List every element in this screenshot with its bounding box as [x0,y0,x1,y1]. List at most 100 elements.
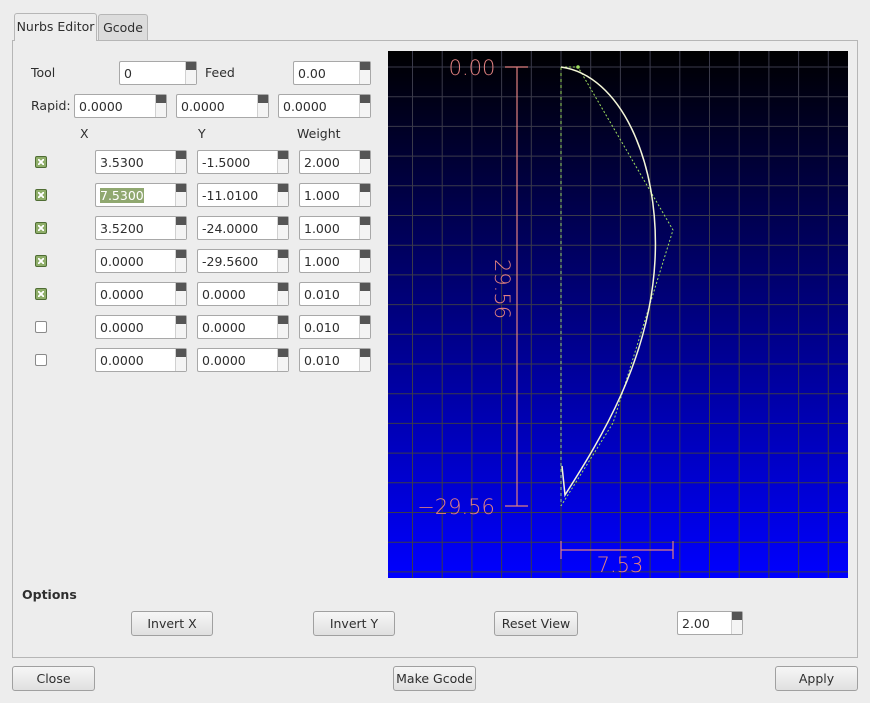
spin-box[interactable]: 2.00 [677,611,743,635]
spin-down[interactable] [176,287,186,291]
spin-box[interactable]: 7.5300 [95,183,187,207]
tab[interactable]: Nurbs Editor [14,13,97,41]
spin-up[interactable] [176,217,186,221]
spin-arrows[interactable] [257,95,268,117]
spin-down[interactable] [176,188,186,192]
spin-down[interactable] [176,221,186,225]
spin-box[interactable]: 0.0000 [278,94,371,118]
spin-down[interactable] [278,155,288,159]
spin-box[interactable]: 0.0000 [74,94,167,118]
spin-arrows[interactable] [185,62,196,84]
spin-box[interactable]: -1.5000 [197,150,289,174]
spin-arrows[interactable] [277,250,288,272]
spin-up[interactable] [360,217,370,221]
spin-up[interactable] [278,217,288,221]
spin-up[interactable] [176,250,186,254]
spin-down[interactable] [258,99,268,103]
spin-down[interactable] [186,66,196,70]
spin-up[interactable] [278,316,288,320]
footer-button[interactable]: Make Gcode [393,666,476,691]
spin-box[interactable]: -24.0000 [197,216,289,240]
spin-arrows[interactable] [359,217,370,239]
row-checkbox[interactable] [35,255,47,267]
spin-up[interactable] [186,62,196,66]
spin-down[interactable] [360,99,370,103]
row-checkbox[interactable] [35,288,47,300]
spin-up[interactable] [278,151,288,155]
spin-down[interactable] [360,66,370,70]
spin-box[interactable]: 0.0000 [95,249,187,273]
spin-box[interactable]: -11.0100 [197,183,289,207]
spin-arrows[interactable] [359,316,370,338]
spin-down[interactable] [278,320,288,324]
spin-arrows[interactable] [175,316,186,338]
spin-arrows[interactable] [359,349,370,371]
spin-down[interactable] [360,188,370,192]
spin-up[interactable] [360,316,370,320]
spin-down[interactable] [278,221,288,225]
spin-up[interactable] [732,612,742,616]
row-checkbox[interactable] [35,189,47,201]
spin-down[interactable] [176,353,186,357]
spin-arrows[interactable] [175,283,186,305]
spin-arrows[interactable] [277,151,288,173]
row-checkbox[interactable] [35,222,47,234]
spin-box[interactable]: 0 [119,61,197,85]
spin-up[interactable] [360,184,370,188]
spin-up[interactable] [176,283,186,287]
spin-arrows[interactable] [359,184,370,206]
spin-arrows[interactable] [359,62,370,84]
row-checkbox[interactable] [35,156,47,168]
spin-box[interactable]: 3.5300 [95,150,187,174]
spin-down[interactable] [360,155,370,159]
spin-up[interactable] [360,62,370,66]
spin-box[interactable]: 3.5200 [95,216,187,240]
spin-box[interactable]: 0.0000 [197,348,289,372]
spin-box[interactable]: 1.000 [299,216,371,240]
spin-down[interactable] [360,320,370,324]
spin-box[interactable]: 0.00 [293,61,371,85]
spin-up[interactable] [156,95,166,99]
spin-arrows[interactable] [277,283,288,305]
spin-down[interactable] [176,155,186,159]
spin-box[interactable]: -29.5600 [197,249,289,273]
spin-down[interactable] [360,254,370,258]
spin-arrows[interactable] [359,95,370,117]
spin-arrows[interactable] [359,283,370,305]
footer-button[interactable]: Close [12,666,95,691]
spin-down[interactable] [278,287,288,291]
spin-down[interactable] [360,353,370,357]
footer-button[interactable]: Apply [775,666,858,691]
spin-down[interactable] [278,254,288,258]
spin-arrows[interactable] [359,151,370,173]
spin-up[interactable] [278,184,288,188]
spin-arrows[interactable] [277,349,288,371]
spin-box[interactable]: 0.010 [299,315,371,339]
spin-arrows[interactable] [277,184,288,206]
spin-box[interactable]: 1.000 [299,249,371,273]
spin-down[interactable] [156,99,166,103]
spin-down[interactable] [278,353,288,357]
spin-up[interactable] [360,250,370,254]
tab[interactable]: Gcode [98,14,148,40]
spin-box[interactable]: 0.010 [299,348,371,372]
spin-arrows[interactable] [155,95,166,117]
spin-arrows[interactable] [277,316,288,338]
spin-up[interactable] [176,151,186,155]
option-button[interactable]: Reset View [494,611,578,636]
spin-arrows[interactable] [277,217,288,239]
spin-box[interactable]: 0.0000 [197,315,289,339]
option-button[interactable]: Invert X [131,611,213,636]
spin-up[interactable] [176,184,186,188]
option-button[interactable]: Invert Y [313,611,395,636]
spin-box[interactable]: 0.0000 [95,282,187,306]
spin-up[interactable] [258,95,268,99]
spin-up[interactable] [278,349,288,353]
spin-down[interactable] [360,287,370,291]
spin-up[interactable] [278,250,288,254]
spin-box[interactable]: 0.0000 [197,282,289,306]
spin-up[interactable] [360,151,370,155]
spin-down[interactable] [360,221,370,225]
spin-box[interactable]: 0.0000 [95,348,187,372]
spin-down[interactable] [278,188,288,192]
